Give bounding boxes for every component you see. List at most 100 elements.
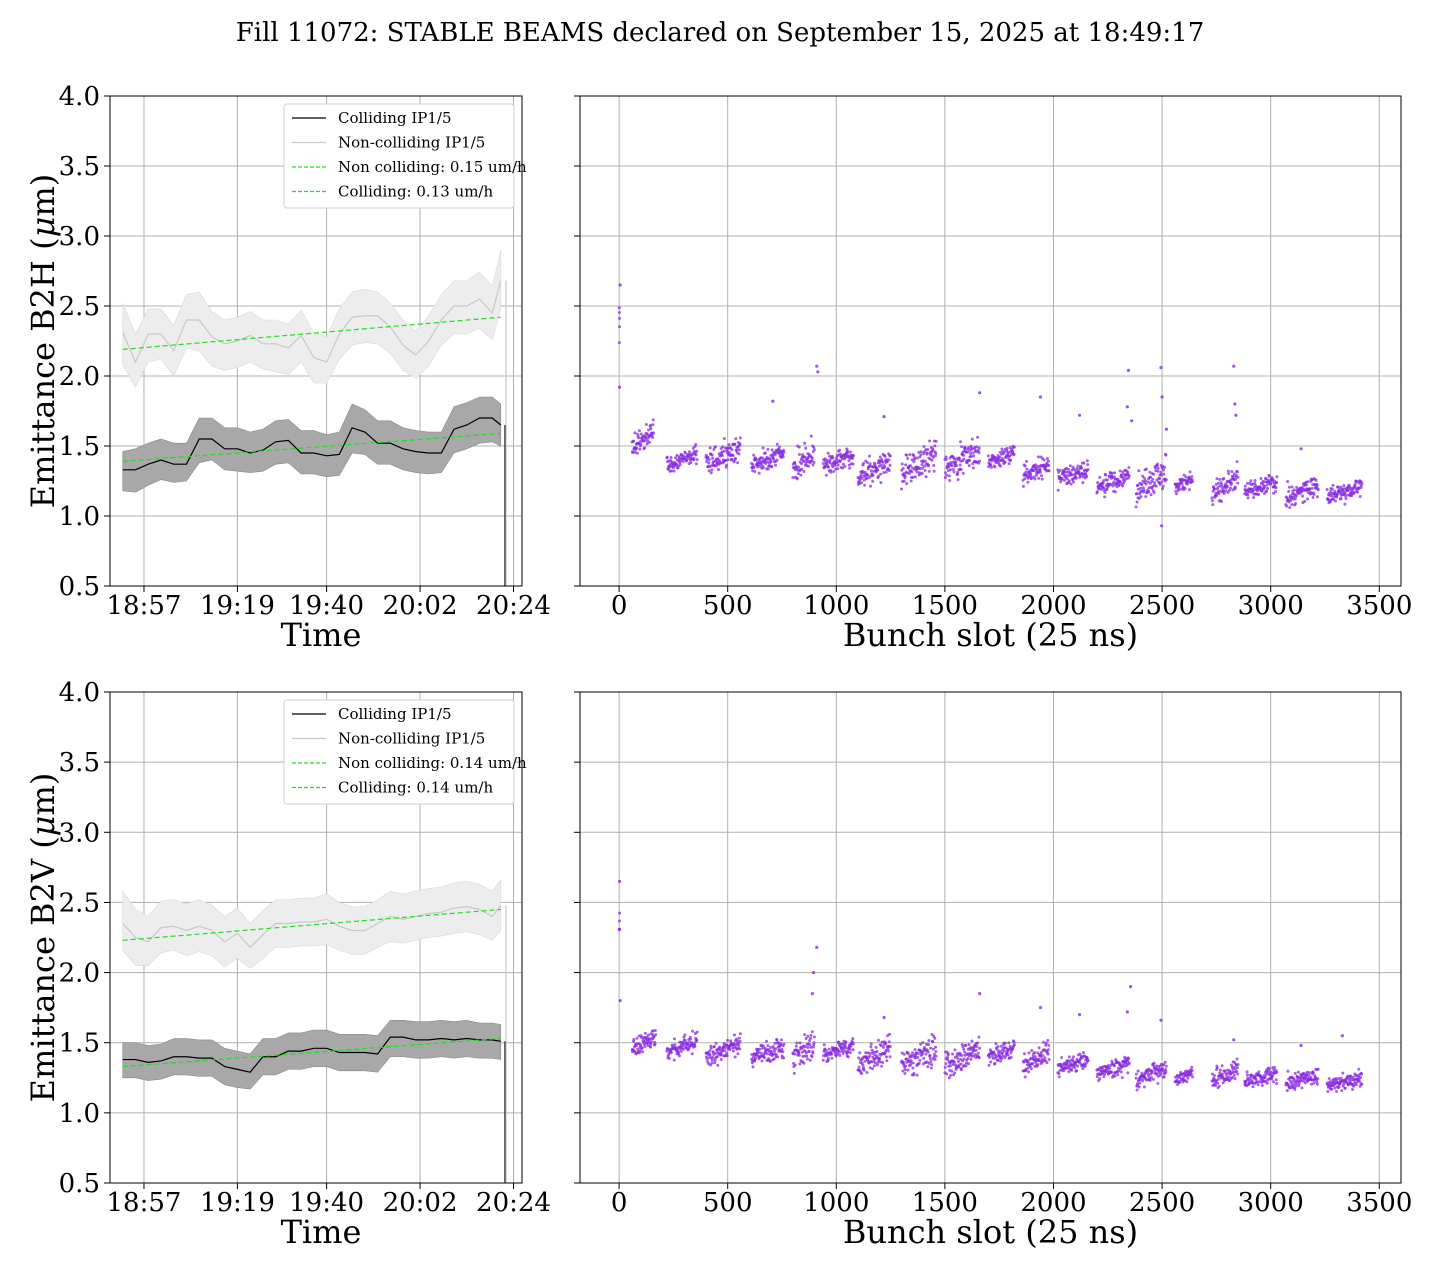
bunch-point (1037, 1046, 1041, 1050)
legend-entry: Colliding IP1/5 (338, 109, 452, 127)
bunch-point (1139, 495, 1143, 499)
bunch-point-outlier (1299, 1043, 1303, 1048)
bunch-point (650, 1040, 654, 1044)
bunch-point (826, 451, 830, 455)
x-axis-label: Time (281, 616, 362, 654)
bunch-point (1109, 482, 1113, 486)
bunch-point (826, 1057, 830, 1061)
bunch-point (877, 1038, 881, 1042)
bunch-point (639, 432, 643, 436)
bunch-point (709, 471, 713, 475)
bunch-point (682, 1043, 686, 1047)
bunch-point (831, 456, 835, 460)
bunch-point (868, 1054, 872, 1058)
bunch-point (839, 452, 843, 456)
bunch-point (796, 472, 800, 476)
bunch-point (922, 444, 926, 448)
bunch-point (1058, 1068, 1062, 1072)
bunch-point (720, 1053, 724, 1057)
bunch-point (649, 1045, 653, 1049)
x-tick-label: 18:57 (107, 1188, 182, 1218)
x-tick-label: 1000 (803, 1188, 869, 1218)
bunch-point (1113, 1074, 1117, 1078)
bunch-point (766, 467, 770, 471)
bunch-point-outlier (1299, 447, 1303, 451)
bunch-point (1234, 477, 1238, 481)
bunch-point-outlier (811, 970, 816, 975)
bunch-point (800, 462, 804, 466)
bunch-point (876, 1060, 880, 1064)
bunch-point (1163, 465, 1167, 469)
bunch-point (1023, 464, 1027, 468)
bunch-point (765, 1039, 769, 1043)
bunch-point (725, 1054, 729, 1058)
bunch-point (932, 469, 936, 473)
bunch-point (934, 1050, 938, 1054)
bunch-point (926, 1065, 930, 1069)
bunch-point (986, 454, 990, 458)
bunch-point (957, 456, 961, 460)
bunch-point (1138, 1081, 1142, 1085)
bunch-point (909, 1059, 913, 1063)
bunch-point (861, 1063, 865, 1067)
bunch-point (812, 447, 816, 451)
bunch-point (1081, 481, 1085, 485)
bunch-point (1342, 484, 1346, 488)
bunch-point (887, 1040, 891, 1044)
bunch-point (781, 1050, 785, 1054)
bunch-point (1287, 490, 1291, 494)
legend-entry: Colliding: 0.14 um/h (338, 779, 493, 797)
bunch-point (1231, 475, 1235, 479)
bunch-point (1070, 1068, 1074, 1072)
bunch-point (1293, 1071, 1297, 1075)
bunch-point (1135, 492, 1139, 496)
bunch-point (989, 465, 993, 469)
bunch-point (1067, 1055, 1071, 1059)
bunch-point (694, 443, 698, 447)
bunch-point (956, 470, 960, 474)
bunch-point (923, 459, 927, 463)
bunch-point (1220, 486, 1224, 490)
bunch-point (907, 471, 911, 475)
bunch-point (1127, 465, 1131, 469)
bunch-point (672, 1058, 676, 1062)
bunch-point (1344, 494, 1348, 498)
bunch-point (690, 1052, 694, 1056)
bunch-point (1134, 1072, 1138, 1076)
bunch-point (1300, 1086, 1304, 1090)
bunch-point (1073, 1066, 1077, 1070)
bunch-point (726, 458, 730, 462)
bunch-point (1216, 486, 1220, 490)
bunch-point (1253, 478, 1257, 482)
bunch-point (1149, 493, 1153, 497)
bunch-point (643, 1045, 647, 1049)
bunch-point (804, 1037, 808, 1041)
bunch-point (1275, 475, 1279, 479)
bunch-point (730, 457, 734, 461)
bunch-point (913, 1048, 917, 1052)
bunch-point (1160, 1067, 1164, 1071)
band-colliding (122, 1019, 502, 1090)
bunch-point (1104, 473, 1108, 477)
bunch-point (977, 1035, 981, 1039)
bunch-point (1314, 478, 1318, 482)
bunch-point (1263, 484, 1267, 488)
bunch-point (674, 456, 678, 460)
bunch-point (964, 1064, 968, 1068)
bunch-point (1140, 1071, 1144, 1075)
x-tick-label: 3000 (1238, 1188, 1304, 1218)
bunch-point (811, 1051, 815, 1055)
bunch-point (1146, 480, 1150, 484)
bunch-point (970, 1051, 974, 1055)
bunch-point (713, 445, 717, 449)
bunch-point (1360, 482, 1364, 486)
bunch-point (998, 455, 1002, 459)
bunch-point (695, 458, 699, 462)
bunch-point (1316, 1067, 1320, 1071)
bunch-point (637, 1051, 641, 1055)
bunch-point (1294, 502, 1298, 506)
bunch-point (1158, 477, 1162, 481)
bunch-point (851, 1048, 855, 1052)
bunch-point (1251, 1085, 1255, 1089)
y-tick-label: 3.0 (59, 222, 100, 252)
